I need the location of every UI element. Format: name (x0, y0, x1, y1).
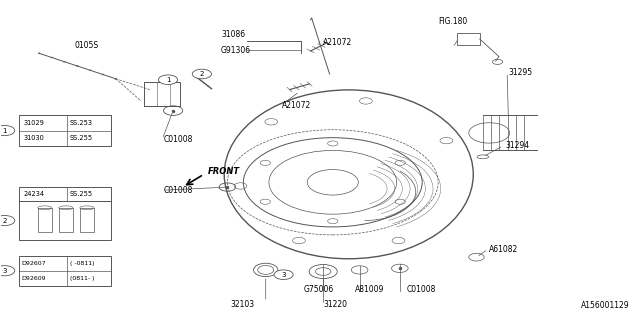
Text: 3: 3 (282, 272, 286, 278)
Bar (38, 208, 52, 232)
Text: SS.253: SS.253 (70, 120, 93, 126)
Bar (19, 116, 111, 146)
Bar (145, 82, 179, 106)
Text: 32103: 32103 (230, 300, 255, 308)
Text: 31294: 31294 (505, 141, 529, 150)
Text: 2: 2 (3, 218, 6, 224)
Text: FIG.180: FIG.180 (438, 17, 467, 26)
Text: 1: 1 (3, 128, 7, 133)
Text: (0811- ): (0811- ) (70, 276, 95, 281)
Bar (458, 33, 479, 45)
Bar (19, 187, 111, 201)
Text: C01008: C01008 (406, 284, 436, 293)
Circle shape (159, 75, 177, 84)
Text: 31030: 31030 (24, 135, 45, 141)
Text: G91306: G91306 (221, 45, 251, 55)
Circle shape (0, 125, 15, 136)
Text: ( -0811): ( -0811) (70, 261, 95, 266)
Text: 0105S: 0105S (74, 41, 99, 50)
Text: SS.255: SS.255 (70, 135, 93, 141)
Text: A156001129: A156001129 (581, 301, 630, 310)
Text: A21072: A21072 (323, 38, 353, 47)
Text: A81009: A81009 (355, 284, 385, 293)
Circle shape (0, 266, 15, 276)
Circle shape (274, 270, 293, 279)
Bar (19, 201, 111, 240)
Text: FRONT: FRONT (208, 167, 241, 176)
Text: A61082: A61082 (489, 245, 518, 254)
Text: C01008: C01008 (164, 186, 193, 195)
Text: D92609: D92609 (22, 276, 46, 281)
Text: 3: 3 (3, 268, 7, 274)
Text: C01008: C01008 (164, 135, 193, 144)
Circle shape (0, 215, 15, 226)
Text: SS.255: SS.255 (70, 191, 93, 197)
Text: A21072: A21072 (282, 101, 311, 110)
Text: 1: 1 (166, 77, 170, 83)
Text: D92607: D92607 (22, 261, 46, 266)
Text: 31220: 31220 (323, 300, 347, 308)
Circle shape (192, 69, 211, 79)
Text: 31029: 31029 (24, 120, 45, 126)
Text: 31086: 31086 (221, 30, 245, 39)
Bar (19, 256, 111, 286)
Text: 2: 2 (200, 71, 204, 77)
Bar (59, 208, 73, 232)
Text: G75006: G75006 (304, 284, 334, 293)
Bar (80, 208, 94, 232)
Text: 31295: 31295 (508, 68, 532, 77)
Text: 24234: 24234 (24, 191, 45, 197)
